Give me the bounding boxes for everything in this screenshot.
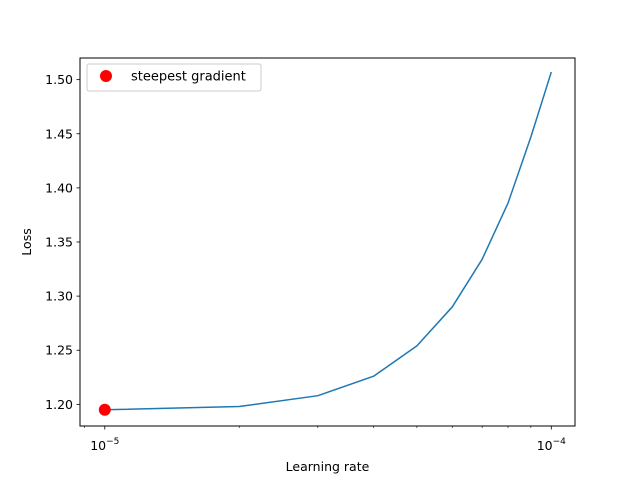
y-tick-label: 1.30 [45,289,73,304]
x-axis-label: Learning rate [286,459,370,474]
y-tick-label: 1.35 [45,235,73,250]
steepest-gradient-marker [98,403,111,416]
y-tick-label: 1.25 [45,343,73,358]
plot-area [98,71,553,416]
y-tick-label: 1.20 [45,397,73,412]
legend: steepest gradient [86,63,262,92]
legend-box [86,63,262,92]
y-tick-label: 1.50 [45,72,73,87]
x-tick-label: 10−5 [90,437,119,453]
y-axis-ticks: 1.20 1.25 1.30 1.35 1.40 1.45 1.50 [45,72,80,412]
y-tick-label: 1.45 [45,126,73,141]
y-axis-label: Loss [19,228,34,255]
loss-curve [104,71,553,411]
y-tick-label: 1.40 [45,180,73,195]
plot-frame [79,57,576,427]
legend-label: steepest gradient [131,70,246,85]
legend-marker [100,70,112,82]
x-tick-label: 10−4 [537,437,566,453]
x-axis-ticks: 10−5 10−4 [90,426,566,453]
